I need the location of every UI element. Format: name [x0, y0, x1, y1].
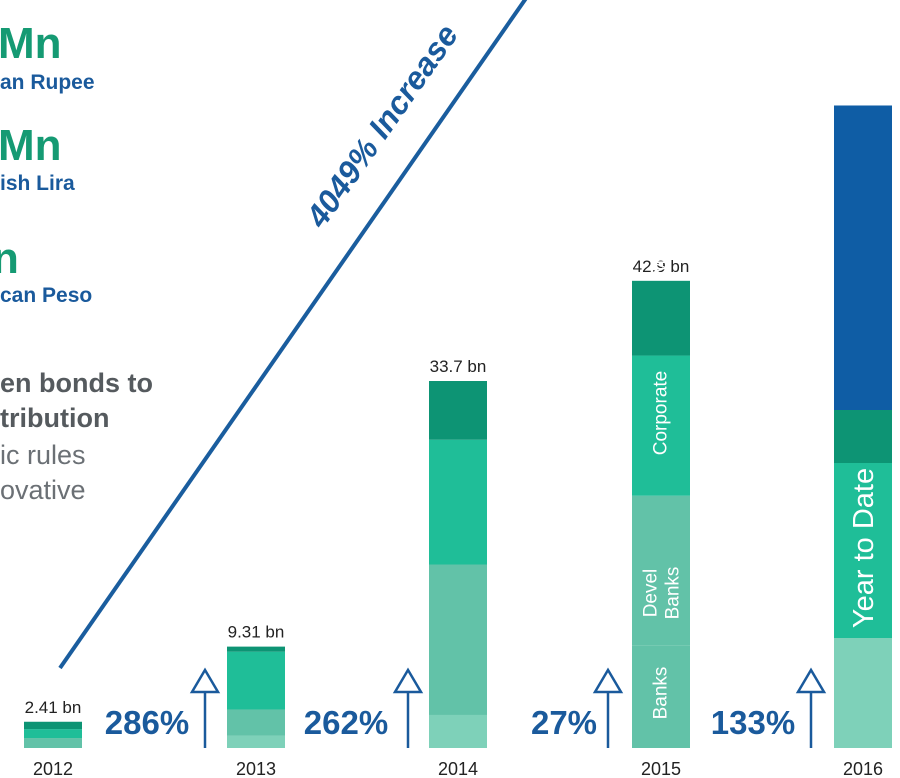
trend-label: 4049% Increase	[298, 18, 465, 235]
value-label-2014: 33.7 bn	[430, 357, 487, 376]
growth-label-3: 27%	[531, 704, 597, 741]
growth-arrow-4	[798, 670, 824, 748]
x-tick-label-2014: 2014	[438, 759, 478, 778]
segment-label-e: E	[848, 4, 880, 23]
bar-2012-segment-2	[24, 729, 82, 738]
value-label-2012: 2.41 bn	[25, 698, 82, 717]
bar-2013-segment-4	[227, 647, 285, 652]
bar-2015-segment-4	[632, 281, 690, 356]
bar-2014-segment-2	[429, 565, 487, 715]
x-tick-label-2015: 2015	[641, 759, 681, 778]
bar-2014-segment-1	[429, 715, 487, 748]
bar-2014-segment-3	[429, 440, 487, 565]
bar-2012-segment-3	[24, 722, 82, 729]
growth-arrow-3	[595, 670, 621, 748]
bar-2013-segment-3	[227, 652, 285, 710]
x-tick-label-2012: 2012	[33, 759, 73, 778]
segment-label-devel-banks: Banks	[663, 567, 684, 620]
bar-2016-segment-E	[834, 105, 892, 410]
growth-arrow-2	[395, 670, 421, 748]
x-tick-label-2016: 2016	[843, 759, 883, 778]
growth-label-4: 133%	[711, 704, 795, 741]
bar-2016-segment-top-green	[834, 410, 892, 463]
growth-arrow-1	[192, 670, 218, 748]
bar-2016-segment-pale	[834, 638, 892, 748]
bar-2012-segment-1	[24, 738, 82, 748]
growth-label-1: 286%	[105, 704, 189, 741]
segment-label-devel: Devel	[641, 569, 662, 618]
value-label-2013: 9.31 bn	[228, 623, 285, 642]
segment-label-banks: Banks	[651, 667, 672, 720]
x-tick-label-2013: 2013	[236, 759, 276, 778]
segment-label-muni: Muni	[651, 234, 672, 275]
growth-label-2: 262%	[304, 704, 388, 741]
bar-2013-segment-1	[227, 736, 285, 748]
segment-label-year-to-date: Year to Date	[848, 468, 880, 628]
bar-2013-segment-2	[227, 709, 285, 735]
bar-2014-segment-4	[429, 381, 487, 440]
segment-label-corporate: Corporate	[651, 371, 672, 456]
